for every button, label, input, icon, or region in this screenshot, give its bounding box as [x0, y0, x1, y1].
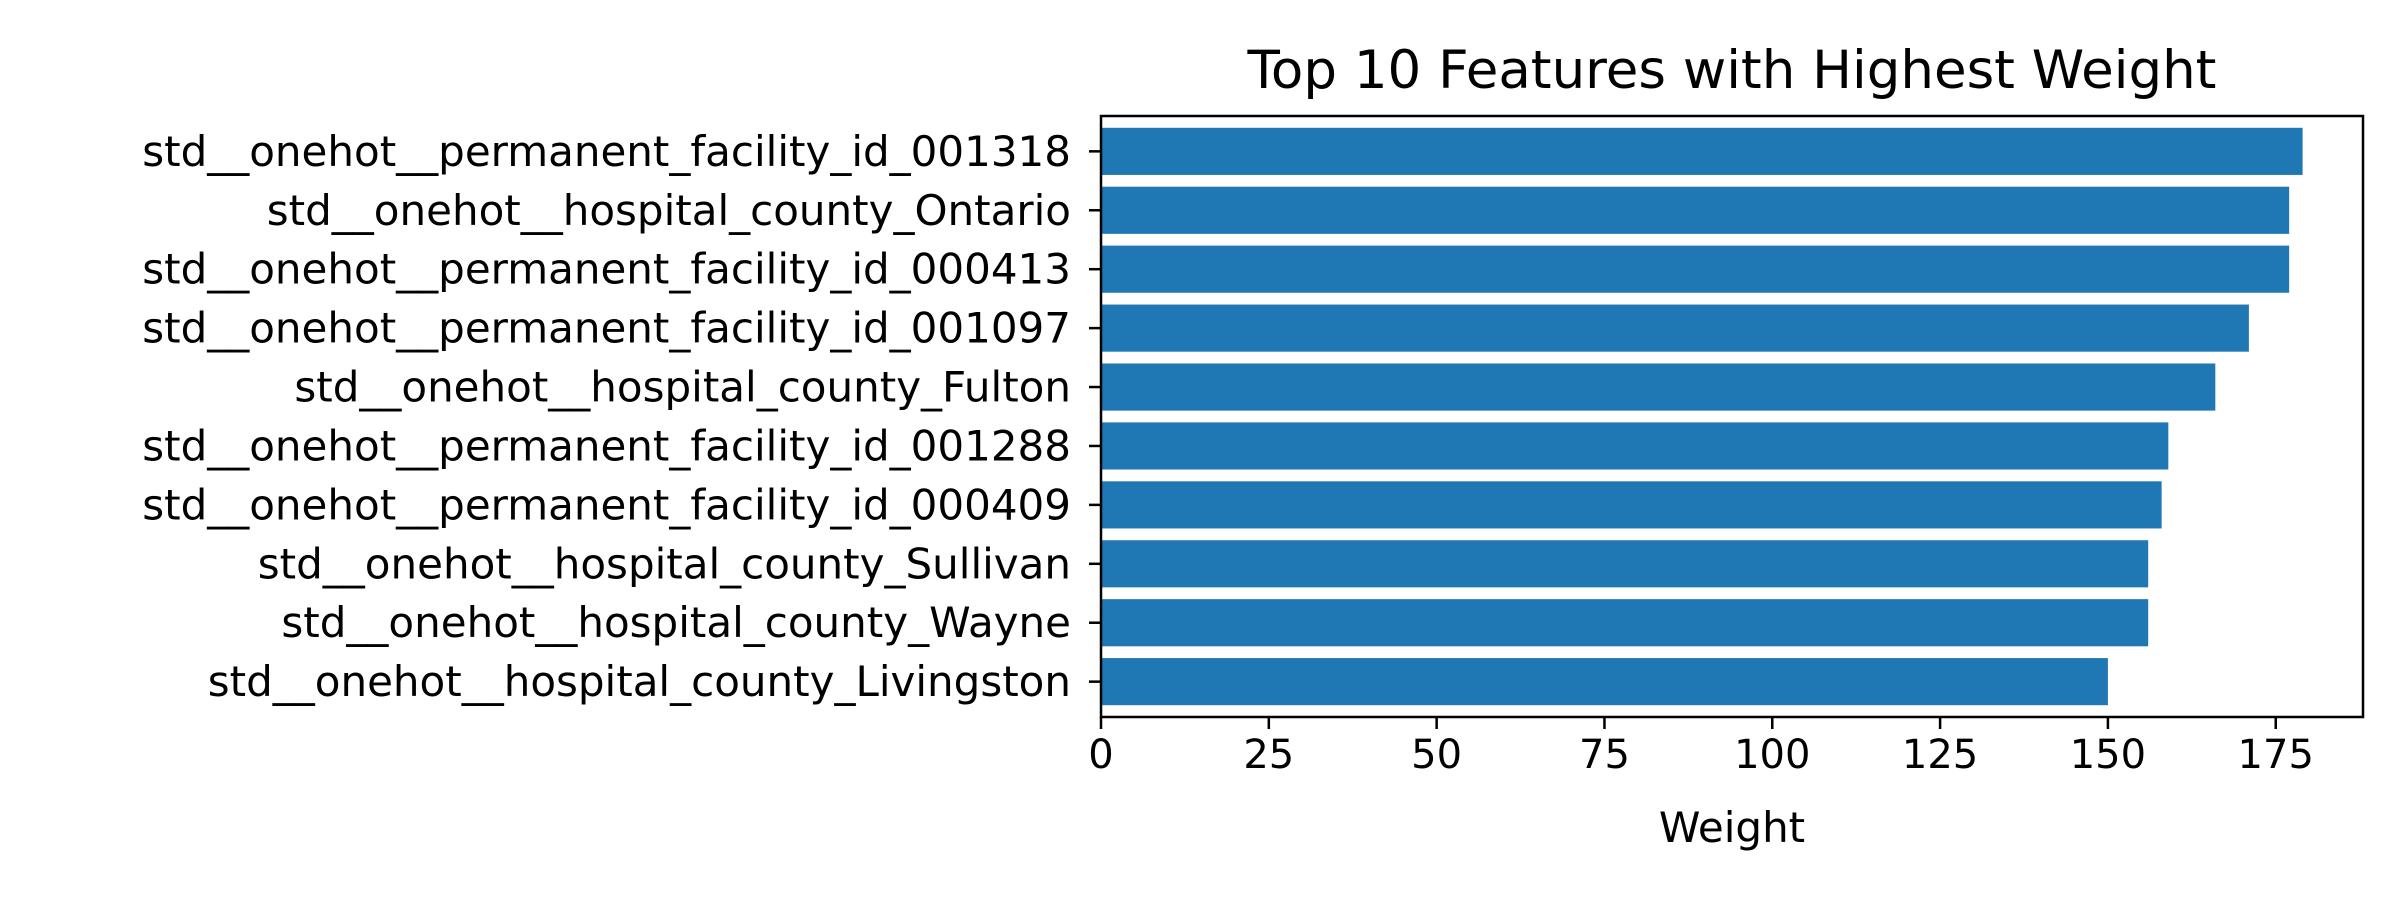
x-tick-label: 50 — [1411, 732, 1462, 778]
x-tick-label: 25 — [1243, 732, 1294, 778]
bar — [1101, 127, 2303, 175]
y-tick-label: std__onehot__hospital_county_Fulton — [294, 363, 1071, 412]
bar — [1101, 422, 2169, 470]
y-tick-label: std__onehot__permanent_facility_id_00109… — [142, 304, 1071, 353]
x-axis-label: Weight — [1659, 803, 1805, 852]
y-tick-label: std__onehot__hospital_county_Sullivan — [258, 539, 1071, 588]
y-tick-label: std__onehot__permanent_facility_id_00040… — [142, 480, 1071, 529]
y-tick-label: std__onehot__hospital_county_Ontario — [267, 186, 1071, 235]
y-tick-label: std__onehot__hospital_county_Livingston — [208, 657, 1071, 706]
bar — [1101, 599, 2149, 647]
y-tick-label: std__onehot__hospital_county_Wayne — [281, 598, 1071, 647]
y-tick-label: std__onehot__permanent_facility_id_00128… — [142, 421, 1071, 470]
bars-group — [1101, 127, 2303, 706]
y-tick-label: std__onehot__permanent_facility_id_00041… — [142, 245, 1071, 294]
bar — [1101, 245, 2290, 293]
bar — [1101, 186, 2290, 234]
x-tick-label: 175 — [2238, 732, 2314, 778]
bar — [1101, 363, 2216, 411]
x-tick-label: 150 — [2070, 732, 2146, 778]
x-tick-label: 75 — [1579, 732, 1630, 778]
x-tick-label: 125 — [1902, 732, 1978, 778]
y-tick-labels: std__onehot__permanent_facility_id_00131… — [142, 127, 1101, 706]
plot-frame — [1099, 114, 2365, 719]
x-tick-label: 0 — [1088, 732, 1113, 778]
y-tick-label: std__onehot__permanent_facility_id_00131… — [142, 127, 1071, 176]
x-tick-label: 100 — [1734, 732, 1810, 778]
bar — [1101, 481, 2162, 529]
chart-title: Top 10 Features with Highest Weight — [1247, 40, 2217, 101]
x-axis: 0 25 50 75 100 125 150 175 — [1088, 717, 2314, 778]
bar — [1101, 304, 2249, 352]
bar — [1101, 540, 2149, 588]
bar — [1101, 658, 2108, 706]
